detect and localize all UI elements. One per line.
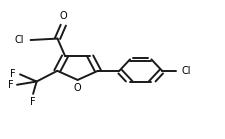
Text: Cl: Cl xyxy=(181,66,191,76)
Text: F: F xyxy=(8,80,14,90)
Text: F: F xyxy=(30,97,36,107)
Text: O: O xyxy=(74,83,81,93)
Text: F: F xyxy=(10,69,16,79)
Text: Cl: Cl xyxy=(14,35,24,45)
Text: O: O xyxy=(59,11,67,21)
